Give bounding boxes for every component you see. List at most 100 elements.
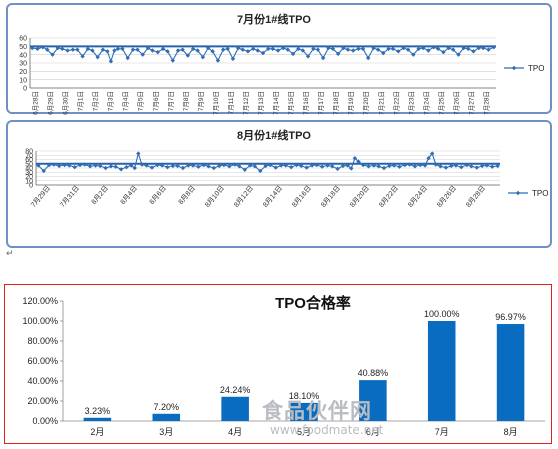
data-point: [319, 164, 325, 169]
x-tick-label: 7月23日: [407, 91, 415, 115]
data-point: [100, 47, 106, 52]
bar-value-label: 96.97%: [495, 312, 526, 322]
bar-value-label: 18.10%: [289, 391, 320, 401]
data-point: [62, 162, 67, 168]
x-tick-label: 7月9日: [197, 91, 205, 111]
data-point: [248, 163, 253, 168]
data-point: [128, 163, 134, 168]
data-point: [345, 163, 350, 168]
x-tick-label: 8月20日: [348, 184, 371, 209]
bar: [221, 396, 249, 421]
data-point: [430, 151, 435, 156]
data-point: [46, 162, 52, 168]
x-tick-label: 8月18日: [319, 184, 342, 209]
chart-pass-rate-svg: TPO合格率 0.00% 20.00% 40.00% 60.00% 80.00% 100.0…: [22, 294, 545, 437]
data-point: [80, 54, 85, 59]
data-point: [275, 48, 281, 53]
y-tick-label: 80: [25, 149, 33, 156]
x-tick-label: 7月16日: [302, 91, 310, 115]
data-point: [255, 48, 260, 53]
data-point: [242, 167, 247, 172]
x-tick-label: 3月: [159, 427, 173, 437]
data-point: [132, 165, 137, 171]
data-point: [396, 49, 401, 54]
data-point: [149, 165, 155, 170]
x-tick-label: 8月4日: [119, 184, 139, 206]
x-tick-label: 7月8日: [182, 91, 190, 111]
y-tick-label: 0: [29, 183, 33, 190]
data-point: [305, 54, 311, 59]
x-tick-label: 7月25日: [437, 91, 445, 115]
x-tick-label: 7月1日: [77, 91, 85, 111]
data-point: [401, 45, 406, 51]
data-point: [108, 59, 114, 64]
data-point: [130, 47, 136, 52]
data-point: [124, 164, 129, 170]
data-point: [391, 163, 397, 168]
data-point: [113, 164, 118, 169]
chart-title: TPO合格率: [275, 294, 351, 312]
x-tick-label: 2月: [90, 427, 104, 437]
data-point: [186, 163, 191, 168]
data-point: [215, 58, 221, 63]
y-tick-label: 0: [23, 86, 27, 93]
data-point: [285, 47, 291, 52]
data-point: [294, 162, 299, 168]
data-point: [476, 45, 481, 51]
data-point: [350, 48, 356, 53]
data-point: [120, 46, 125, 52]
data-point: [443, 165, 449, 170]
data-point: [289, 164, 294, 170]
x-tick-label: 8月28日: [464, 184, 487, 209]
x-tick-label: 7月: [435, 427, 449, 437]
data-point: [486, 47, 491, 52]
data-point: [481, 45, 486, 51]
data-point: [165, 49, 170, 54]
x-tick-label: 8月10日: [203, 184, 226, 209]
data-point: [464, 162, 469, 168]
x-tick-label: 7月7日: [167, 91, 175, 111]
data-point: [175, 163, 180, 169]
data-point: [221, 162, 227, 168]
data-point: [270, 46, 275, 52]
series-line: [32, 46, 494, 64]
data-point: [304, 165, 309, 170]
bar-value-label: 100.00%: [424, 309, 460, 319]
bar: [83, 417, 112, 421]
data-point: [206, 164, 211, 169]
data-point: [135, 47, 140, 52]
x-tick-label: 7月10日: [212, 91, 220, 115]
x-tick-label: 7月4日: [122, 91, 130, 111]
data-point: [175, 48, 181, 53]
data-point: [431, 44, 436, 50]
data-point: [300, 48, 306, 53]
y-tick-label: 20: [25, 174, 33, 181]
data-point: [315, 47, 321, 52]
y-tick-label: 60: [19, 36, 27, 43]
y-tick-label: 120.00%: [22, 296, 58, 306]
y-tick-label: 10: [19, 77, 27, 84]
data-point: [386, 46, 391, 52]
data-point: [418, 162, 423, 168]
data-point: [205, 45, 211, 51]
data-point: [381, 165, 387, 171]
legend-marker: [511, 65, 517, 71]
y-tick-label: 30: [19, 61, 27, 68]
bar: [496, 324, 525, 421]
bar: [359, 380, 387, 421]
data-point: [232, 162, 237, 167]
x-tick-label: 7月31日: [58, 184, 81, 209]
data-point: [266, 46, 271, 52]
x-tick-label: 7月18日: [332, 91, 340, 115]
x-tick-label: 7月21日: [377, 91, 385, 115]
data-point: [139, 162, 145, 167]
data-point: [196, 164, 201, 169]
data-point: [30, 45, 35, 51]
y-tick-label: 0.00%: [32, 416, 58, 426]
data-point: [144, 163, 149, 168]
bar: [427, 321, 456, 421]
data-point: [281, 45, 286, 51]
data-point: [376, 164, 381, 169]
y-tick-label: 10: [25, 178, 33, 185]
